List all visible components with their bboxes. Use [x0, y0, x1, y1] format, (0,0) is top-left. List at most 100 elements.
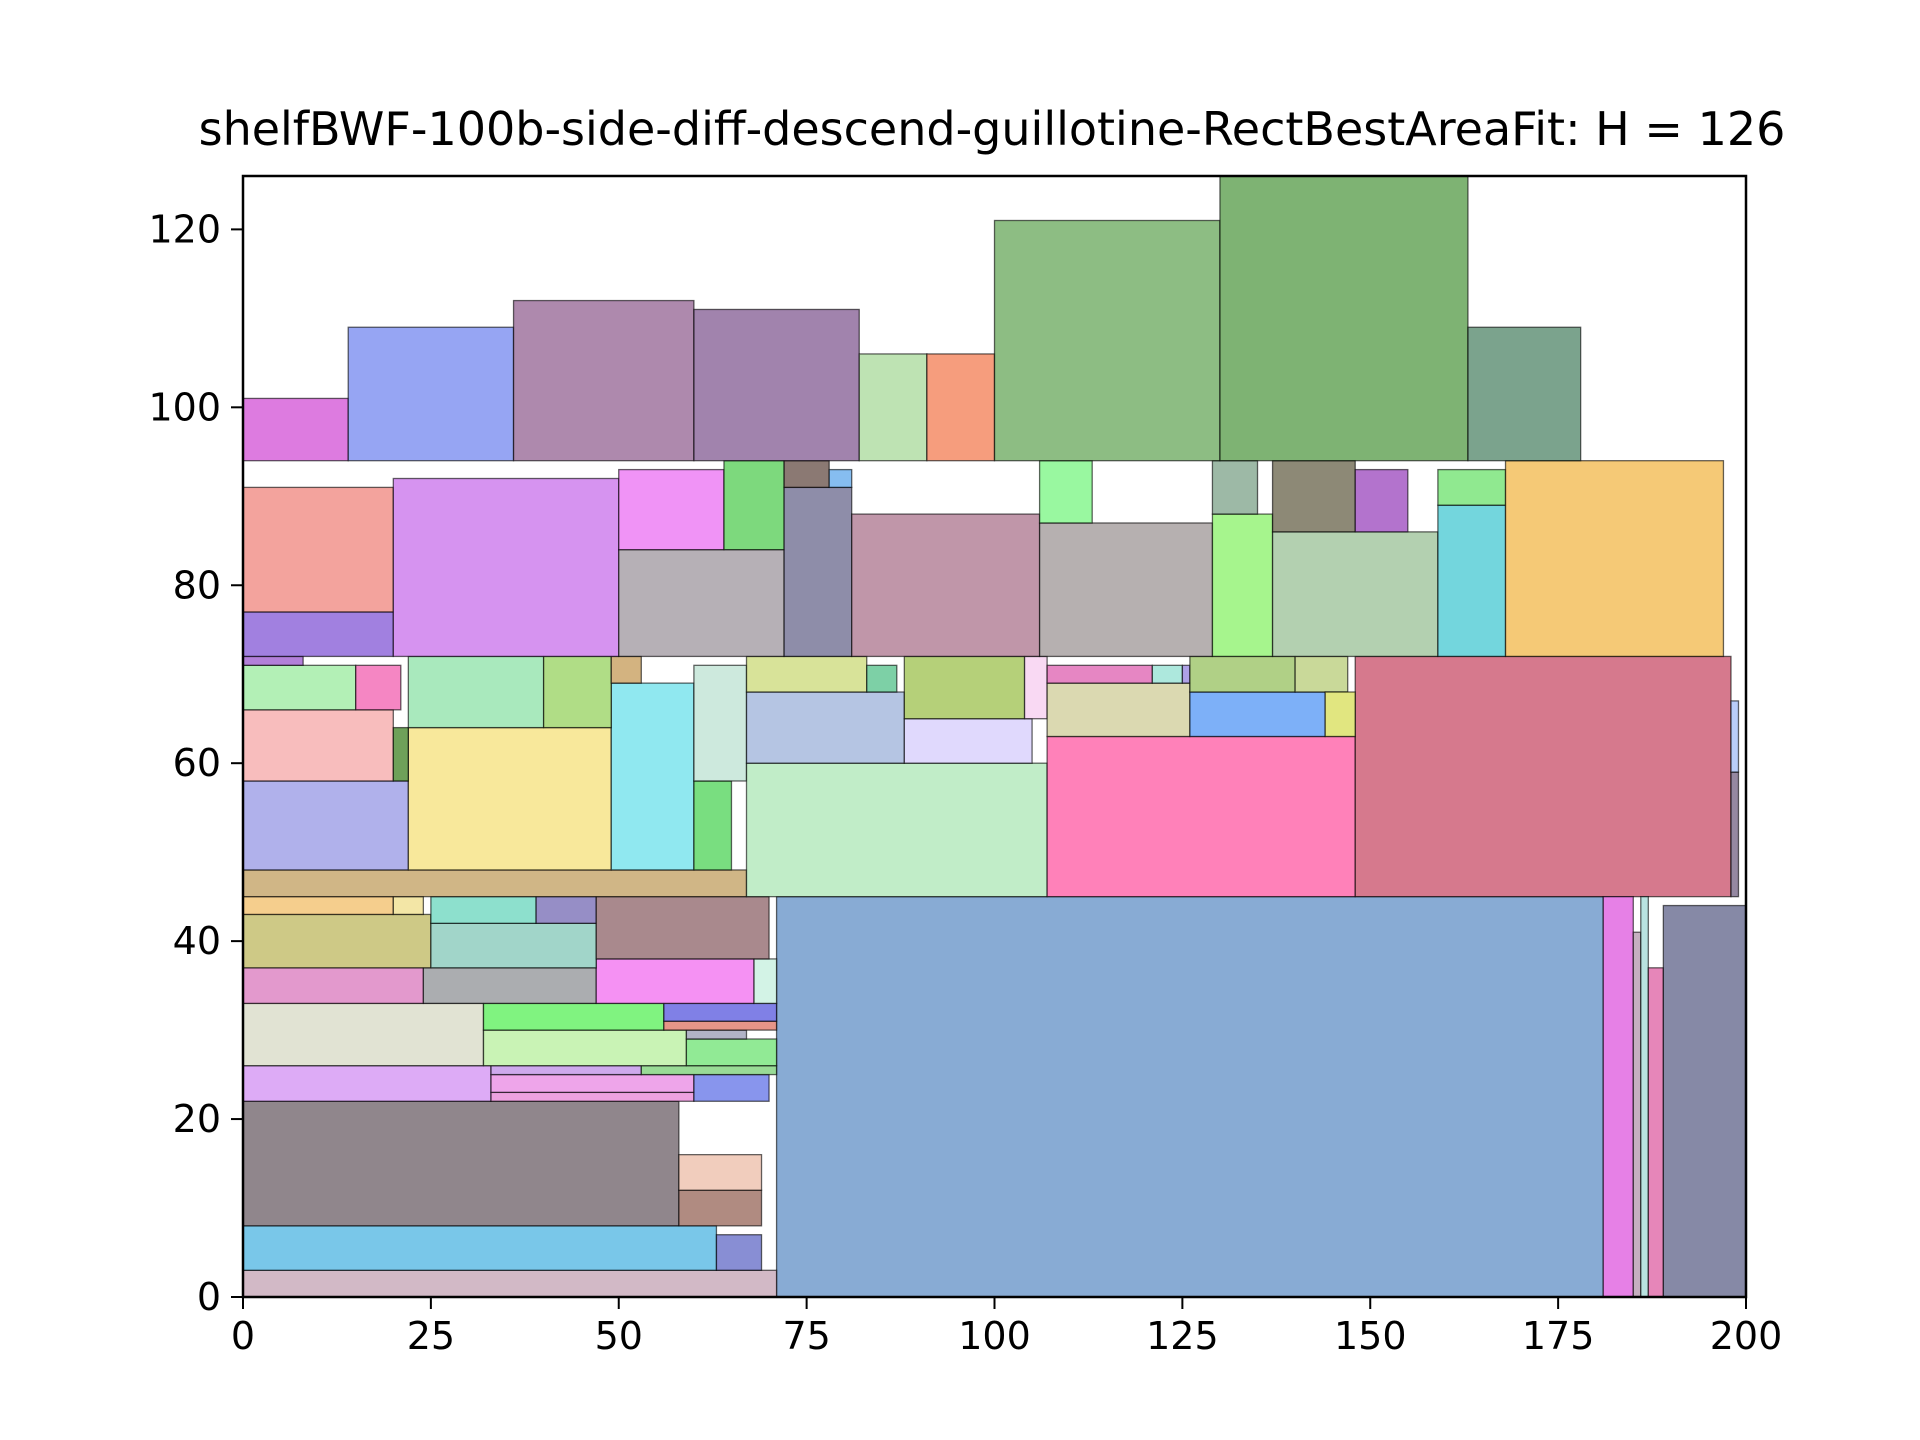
packed-rect-96 [1219, 175, 1469, 462]
packed-rect-23 [753, 958, 778, 1005]
packed-rect-7 [242, 1065, 492, 1102]
packed-rect-26 [430, 895, 537, 924]
packed-rect-13 [242, 1002, 485, 1067]
packed-rect-29 [242, 895, 394, 916]
packed-rect-91 [512, 299, 695, 462]
packed-rect-33 [407, 726, 612, 871]
packed-rect-42 [542, 655, 612, 729]
x-tick-label: 150 [1334, 1314, 1407, 1358]
packed-rect-38 [392, 726, 409, 782]
packed-rect-94 [926, 353, 996, 462]
packed-rect-18 [663, 1020, 778, 1031]
packed-rect-83 [1271, 531, 1439, 658]
packed-rect-24 [242, 913, 432, 969]
x-tick-label: 200 [1710, 1314, 1783, 1358]
packed-rect-67 [1730, 771, 1740, 898]
packed-rect-87 [1437, 468, 1507, 506]
x-tick-label: 100 [958, 1314, 1031, 1358]
packed-rect-40 [355, 664, 402, 711]
packed-rect-69 [242, 611, 394, 658]
packed-rect-0 [775, 895, 1604, 1298]
packed-rect-82 [1211, 460, 1259, 515]
packed-rect-81 [1211, 513, 1274, 658]
packed-rect-34 [610, 682, 695, 871]
packed-rect-58 [1189, 691, 1326, 738]
y-tick-label: 60 [173, 741, 221, 785]
packed-rect-1 [242, 1269, 778, 1298]
packed-rectangles [242, 175, 1747, 1298]
packed-rect-37 [242, 709, 394, 782]
packed-rect-27 [535, 895, 597, 924]
packed-rect-95 [993, 219, 1221, 462]
packed-rect-9 [490, 1073, 695, 1094]
packed-rect-78 [851, 513, 1041, 658]
packed-rect-65 [1647, 967, 1664, 1298]
packed-rect-72 [618, 549, 785, 658]
x-tick-label: 175 [1522, 1314, 1595, 1358]
packed-rect-8 [490, 1091, 695, 1102]
packed-rect-74 [723, 460, 785, 551]
packed-rect-88 [1504, 460, 1725, 658]
x-tick-label: 50 [595, 1314, 643, 1358]
y-tick-label: 20 [173, 1097, 221, 1141]
packed-rect-16 [685, 1029, 748, 1040]
packed-rect-28 [595, 895, 770, 960]
packed-rect-5 [678, 1189, 763, 1227]
packed-rect-57 [1181, 664, 1191, 684]
packed-rect-70 [242, 486, 394, 613]
packed-rect-2 [242, 1225, 718, 1271]
packed-rect-20 [242, 967, 425, 1005]
packed-rect-53 [1023, 655, 1048, 720]
packed-rect-75 [783, 486, 853, 658]
packed-rect-97 [1467, 326, 1582, 462]
packed-rect-48 [745, 691, 905, 764]
packed-rect-30 [392, 895, 425, 916]
packed-rect-3 [715, 1234, 763, 1271]
packed-rect-19 [663, 1002, 778, 1022]
x-tick-label: 25 [407, 1314, 455, 1358]
packed-rect-43 [610, 655, 642, 684]
packed-rect-14 [482, 1029, 688, 1067]
packed-rect-44 [242, 655, 304, 666]
y-tick-label: 120 [148, 207, 221, 251]
packed-rect-31 [242, 869, 748, 898]
packed-rect-45 [745, 762, 1048, 898]
packed-rect-52 [903, 655, 1026, 720]
packed-rect-71 [392, 477, 620, 658]
x-tick-label: 0 [231, 1314, 255, 1358]
y-tick-label: 100 [148, 385, 221, 429]
packed-rect-62 [1602, 895, 1634, 1298]
y-tick-label: 40 [173, 919, 221, 963]
packed-rect-21 [422, 967, 597, 1005]
y-axis: 0 20 40 60 80 100 120 [148, 207, 243, 1319]
packed-rect-64 [1640, 895, 1649, 1298]
packed-rect-92 [693, 308, 860, 462]
packed-rect-15 [685, 1038, 778, 1067]
packed-rect-66 [1662, 904, 1747, 1298]
packed-rect-54 [1046, 682, 1191, 738]
x-tick-label: 75 [782, 1314, 830, 1358]
packed-rect-47 [1354, 655, 1732, 898]
packed-rect-79 [1038, 522, 1214, 658]
packed-rect-56 [1151, 664, 1184, 684]
packed-rect-49 [903, 718, 1033, 764]
packed-rect-17 [482, 1002, 665, 1031]
chart-title: shelfBWF-100b-side-diff-descend-guilloti… [199, 102, 1786, 156]
packed-rect-22 [595, 958, 755, 1005]
packed-rect-77 [828, 468, 853, 489]
packed-rect-86 [1437, 504, 1507, 658]
packed-rect-12 [640, 1065, 778, 1076]
packed-rect-46 [1046, 735, 1356, 898]
packed-rect-90 [347, 326, 515, 462]
packed-rect-80 [1038, 460, 1093, 524]
packed-rect-68 [1730, 700, 1740, 773]
y-tick-label: 0 [197, 1275, 221, 1319]
packed-rect-4 [242, 1100, 680, 1227]
packed-rect-84 [1271, 460, 1356, 533]
packed-rect-32 [242, 780, 409, 871]
packed-rect-85 [1354, 468, 1409, 533]
packed-rect-60 [1294, 655, 1349, 693]
packed-rect-39 [242, 664, 357, 711]
packed-rect-89 [242, 397, 349, 462]
